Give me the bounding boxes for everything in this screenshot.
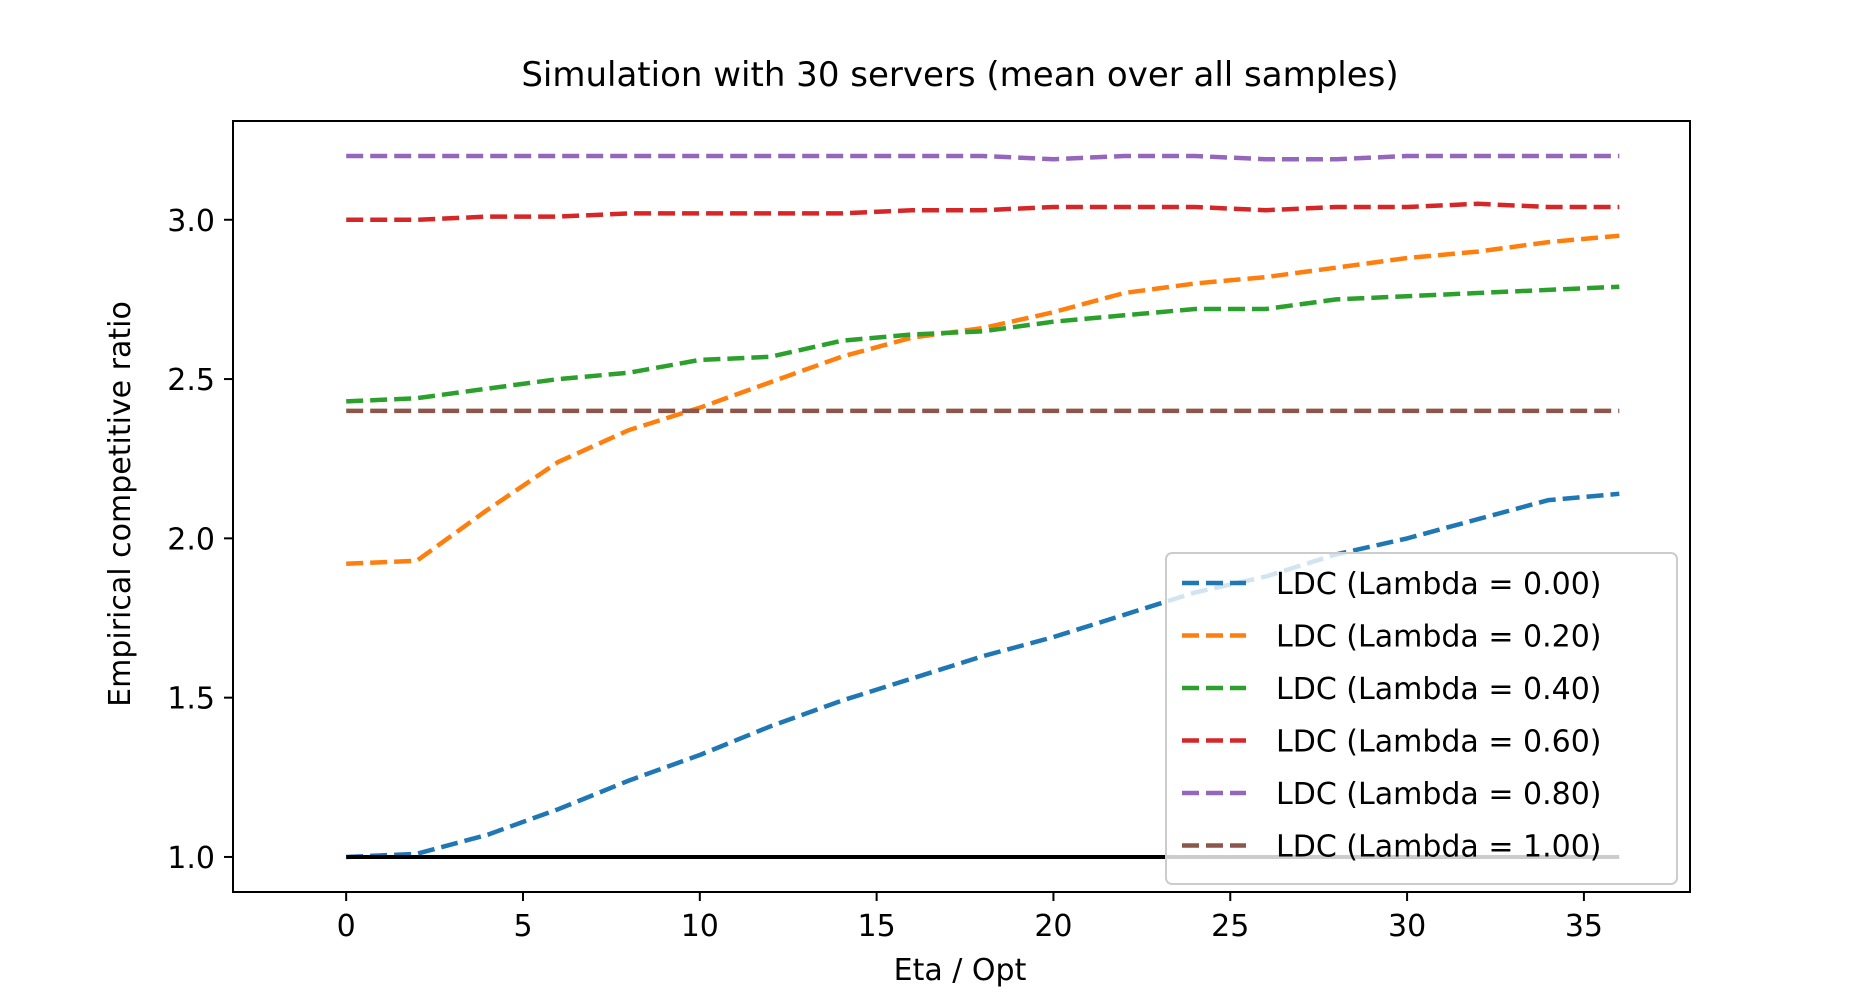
x-tick-label: 20 (1034, 909, 1072, 944)
x-tick-label: 30 (1388, 909, 1426, 944)
series-line-4 (346, 153, 1620, 162)
x-tick-label: 0 (337, 909, 356, 944)
x-axis: 0 5 10 15 20 25 30 35 (337, 892, 1603, 944)
series-line-1 (346, 233, 1620, 567)
x-tick-label: 35 (1565, 909, 1603, 944)
y-tick-label: 1.0 (167, 841, 215, 876)
chart-title: Simulation with 30 servers (mean over al… (521, 55, 1398, 95)
y-tick-label: 1.5 (167, 682, 215, 717)
legend: LDC (Lambda = 0.00) LDC (Lambda = 0.20) LD… (1165, 552, 1678, 885)
legend-label: LDC (Lambda = 0.60) (1276, 725, 1602, 760)
x-tick-label: 10 (681, 909, 719, 944)
series-line-0 (346, 491, 1620, 860)
x-tick-label: 5 (513, 909, 532, 944)
legend-label: LDC (Lambda = 0.40) (1276, 672, 1602, 707)
x-tick-label: 25 (1211, 909, 1249, 944)
x-axis-label: Eta / Opt (894, 953, 1027, 988)
series-line-3 (346, 201, 1620, 223)
y-tick-label: 2.0 (167, 522, 215, 557)
legend-label: LDC (Lambda = 0.20) (1276, 620, 1602, 655)
y-tick-label: 2.5 (167, 363, 215, 398)
legend-label: LDC (Lambda = 0.00) (1276, 567, 1602, 602)
x-tick-label: 15 (858, 909, 896, 944)
legend-label: LDC (Lambda = 1.00) (1276, 830, 1602, 865)
legend-box (1165, 552, 1678, 885)
plot-frame (232, 120, 1691, 893)
legend-label: LDC (Lambda = 0.80) (1276, 777, 1602, 812)
y-axis: 1.0 1.5 2.0 2.5 3.0 (167, 204, 233, 876)
y-tick-label: 3.0 (167, 204, 215, 239)
plot-area: 0 5 10 15 20 25 30 35 1.0 1.5 2.0 2.5 3.0 (167, 120, 1691, 944)
y-axis-label: Empirical competitive ratio (103, 301, 138, 707)
series-line-2 (346, 284, 1620, 404)
